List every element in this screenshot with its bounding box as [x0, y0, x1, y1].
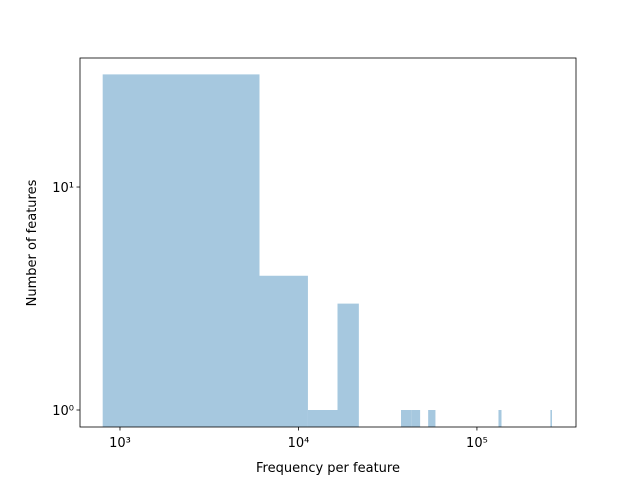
- y-tick-label: 10¹: [52, 181, 74, 196]
- plot-frame: [79, 57, 577, 428]
- bar: [428, 410, 436, 427]
- bar: [411, 410, 421, 427]
- y-tick-label: 10⁰: [52, 404, 74, 419]
- x-tick-label: 10³: [109, 436, 131, 451]
- bar: [259, 275, 308, 427]
- x-tick-label: 10⁴: [288, 436, 310, 451]
- bar: [401, 410, 412, 427]
- bar: [498, 410, 502, 427]
- bar: [102, 74, 260, 428]
- bar: [337, 303, 359, 427]
- bar: [307, 410, 338, 427]
- bar: [550, 410, 552, 427]
- y-axis-label: Number of features: [25, 179, 40, 306]
- x-axis-label: Frequency per feature: [256, 461, 400, 476]
- x-tick-label: 10⁵: [466, 436, 488, 451]
